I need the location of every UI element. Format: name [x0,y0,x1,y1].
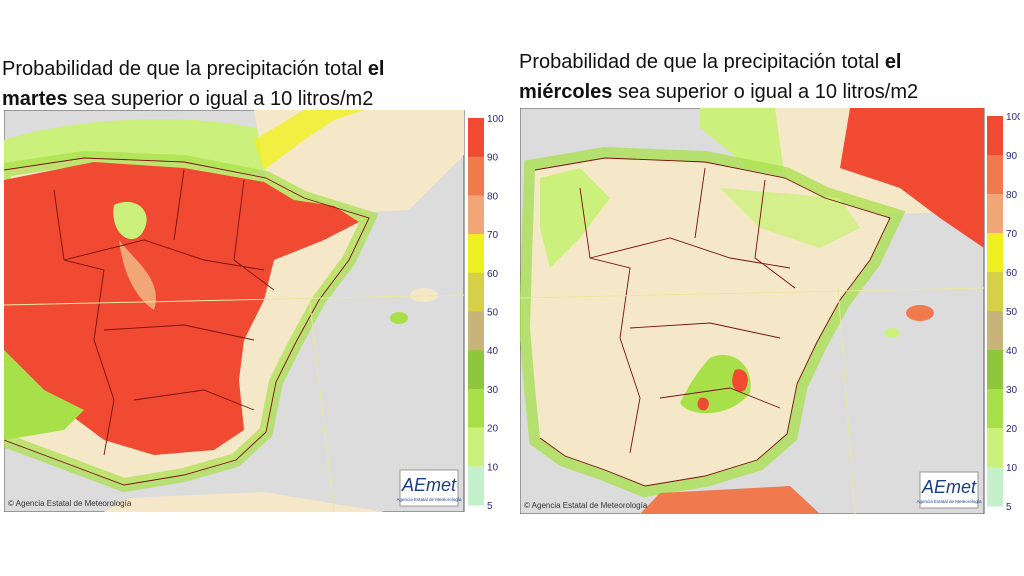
map-shapes [4,110,465,512]
legend-label: 10 [487,462,499,473]
title-text: martes [2,88,68,110]
legend-label: 90 [1006,151,1018,162]
logo-subtitle: Agencia Estatal de Meteorología [396,497,462,502]
legend-swatch [468,311,484,351]
title-line: Probabilidad de que la precipitación tot… [519,47,918,77]
legend-swatch [468,234,484,274]
map-panel: 100 90 80 70 60 50 40 30 20 10 5 © Agencia Estatal … [4,110,504,512]
title-text: Probabilidad de que la precipitación tot… [2,58,368,80]
title-text: el [884,51,902,73]
legend-label: 40 [487,346,499,357]
title-text: Probabilidad de que la precipitación tot… [519,51,885,73]
legend-swatch [468,427,484,467]
legend-swatch [987,272,1003,312]
legend-label: 5 [1006,502,1012,513]
legend-label: 50 [487,308,499,319]
map-title: Probabilidad de que la precipitación tot… [519,47,918,107]
legend-label: 100 [487,114,504,125]
legend-swatch [468,388,484,429]
legend-label: 60 [1006,268,1018,279]
legend-swatch [987,350,1003,390]
legend-label: 80 [1006,190,1018,201]
legend-swatch [468,195,484,235]
legend-label: 5 [487,501,493,512]
legend-label: 40 [1006,346,1018,357]
logo-box [399,469,459,507]
legend-label: 80 [487,191,499,202]
legend-swatch [987,389,1003,429]
legend-swatch [468,272,484,312]
credit: © Agencia Estatal de Meteorología [8,499,132,508]
title-line: martes sea superior o igual a 10 litros/… [2,84,385,114]
logo-box [919,471,979,509]
legend-label: 90 [487,153,499,164]
map-panel: 100 90 80 70 60 50 40 30 20 10 5 © Agencia Estatal … [520,108,1020,514]
map-title: Probabilidad de que la precipitación tot… [2,54,385,114]
credit: © Agencia Estatal de Meteorología [524,501,648,510]
legend-label: 20 [1006,424,1018,435]
legend-label: 70 [487,230,499,241]
legend-swatch [987,116,1003,156]
legend-label: 10 [1006,463,1018,474]
legend-label: 30 [487,385,499,396]
title-line: Probabilidad de que la precipitación tot… [2,54,385,84]
legend-swatch [987,311,1003,351]
legend-label: 100 [1006,112,1020,123]
legend-label: 20 [487,424,499,435]
legend-swatch [987,428,1003,468]
legend-label: 30 [1006,385,1018,396]
title-text: el [367,58,385,80]
legend-swatch [468,118,484,158]
logo: AEmet [921,477,977,497]
legend-label: 70 [1006,229,1018,240]
title-text: miércoles [519,81,613,103]
logo-subtitle: Agencia Estatal de Meteorología [916,499,982,504]
legend-swatch [468,350,484,390]
legend-label: 60 [487,269,499,280]
title-line: miércoles sea superior o igual a 10 litr… [519,77,918,107]
legend-swatch [987,155,1003,195]
legend-swatch [987,467,1003,507]
legend-label: 50 [1006,307,1018,318]
legend-swatch [987,194,1003,234]
legend-swatch [468,466,484,506]
logo: AEmet [401,475,457,495]
map-shapes [520,108,985,514]
legend-swatch [987,233,1003,273]
legend-swatch [468,156,484,196]
title-text: sea superior o igual a 10 litros/m2 [612,81,919,103]
title-text: sea superior o igual a 10 litros/m2 [67,88,374,110]
